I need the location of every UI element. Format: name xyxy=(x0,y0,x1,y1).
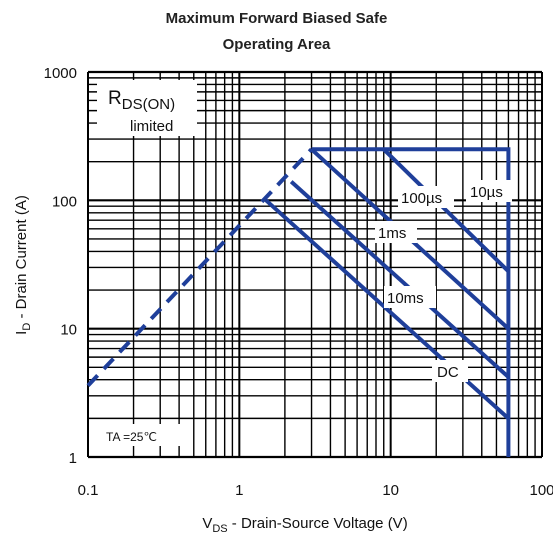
soa-curve-1 xyxy=(311,147,511,457)
y-tick-label: 100 xyxy=(52,193,77,210)
x-tick-label: 0.1 xyxy=(78,482,99,499)
annotation-dc: DC xyxy=(432,360,468,382)
x-tick-labels: 0.1 1 10 100 xyxy=(78,482,553,499)
rds-limit-curve xyxy=(86,147,313,387)
y-tick-label: 1 xyxy=(69,450,77,467)
label-10ms: 10ms xyxy=(387,290,424,307)
label-dc: DC xyxy=(437,364,459,381)
annotation-1ms: 1ms xyxy=(375,221,417,243)
x-axis-label: VDS - Drain-Source Voltage (V) xyxy=(202,515,407,535)
rds-label-main: R xyxy=(108,88,122,109)
soa-curve-5 xyxy=(264,198,510,420)
x-tick-label: 10 xyxy=(382,482,399,499)
soa-curve-2 xyxy=(382,147,510,273)
y-tick-label: 1000 xyxy=(44,65,77,82)
chart-title-line1: Maximum Forward Biased Safe xyxy=(165,10,388,27)
svg-text:RDS(ON): RDS(ON) xyxy=(108,88,175,113)
annotation-ta: TA =25℃ xyxy=(100,424,186,446)
y-tick-labels: 1 10 100 1000 xyxy=(44,65,77,467)
label-10us: 10µs xyxy=(470,184,503,201)
x-tick-label: 100 xyxy=(529,482,553,499)
y-axis-label: ID - Drain Current (A) xyxy=(13,195,33,335)
y-tick-label: 10 xyxy=(60,322,77,339)
annotation-100us: 100µs xyxy=(398,186,454,208)
soa-curve-4 xyxy=(289,180,510,379)
rds-limited-label: RDS(ON) limited xyxy=(97,80,197,136)
grid xyxy=(87,70,543,459)
label-ta: TA =25℃ xyxy=(106,430,157,444)
label-1ms: 1ms xyxy=(378,225,406,242)
label-100us: 100µs xyxy=(401,190,442,207)
plot-area xyxy=(88,72,542,457)
chart-title-line2: Operating Area xyxy=(222,36,331,53)
rds-label-sub: DS(ON) xyxy=(122,96,175,113)
annotation-10us: 10µs xyxy=(466,180,512,202)
x-tick-label: 1 xyxy=(235,482,243,499)
rds-label-limited: limited xyxy=(130,118,173,135)
annotation-10ms: 10ms xyxy=(384,286,436,308)
